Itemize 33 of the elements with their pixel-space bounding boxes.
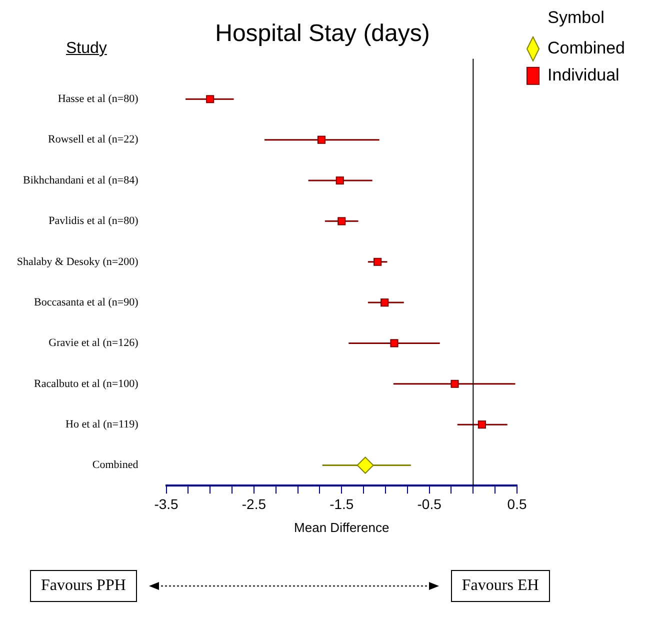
x-axis-title: Mean Difference bbox=[294, 520, 390, 535]
x-tick-label: -2.5 bbox=[242, 496, 266, 512]
point bbox=[380, 298, 389, 307]
chart-title: Hospital Stay (days) bbox=[215, 20, 430, 48]
point bbox=[356, 456, 374, 474]
legend-title: Symbol bbox=[548, 8, 604, 28]
y-tick-label: Ho et al (n=119) bbox=[66, 418, 139, 430]
y-tick-label: Combined bbox=[92, 459, 139, 472]
point bbox=[317, 136, 326, 144]
y-tick-label: Bikhchandani et al (n=84) bbox=[22, 174, 139, 186]
point bbox=[336, 176, 344, 185]
x-tick-label: -3.5 bbox=[154, 496, 179, 512]
y-tick-label: Boccasanta et al (n=90) bbox=[34, 296, 139, 308]
y-tick-label: Gravie et al (n=126) bbox=[48, 337, 139, 350]
y-tick-label: Racalbuto et al (n=100) bbox=[34, 378, 139, 390]
y-tick-label: Hasse et al (n=80) bbox=[58, 93, 139, 106]
legend-label: Individual bbox=[548, 66, 620, 85]
point bbox=[478, 420, 486, 429]
point bbox=[374, 258, 382, 266]
text: Study bbox=[66, 40, 107, 58]
x-tick-label: -0.5 bbox=[417, 496, 442, 512]
point bbox=[390, 339, 398, 348]
y-tick-label: Shalaby & Desoky (n=200) bbox=[16, 256, 139, 268]
y-tick-label: Rowsell et al (n=22) bbox=[48, 134, 139, 146]
text: Favours PPH bbox=[30, 570, 137, 602]
x-tick-label: 0.5 bbox=[507, 496, 527, 512]
point bbox=[206, 95, 214, 104]
point bbox=[338, 217, 346, 226]
y-tick-label: Pavlidis et al (n=80) bbox=[48, 215, 139, 228]
x-tick-label: -1.5 bbox=[330, 496, 354, 512]
legend-label: Combined bbox=[548, 38, 626, 58]
point bbox=[450, 380, 459, 388]
text: Favours EH bbox=[450, 570, 550, 602]
